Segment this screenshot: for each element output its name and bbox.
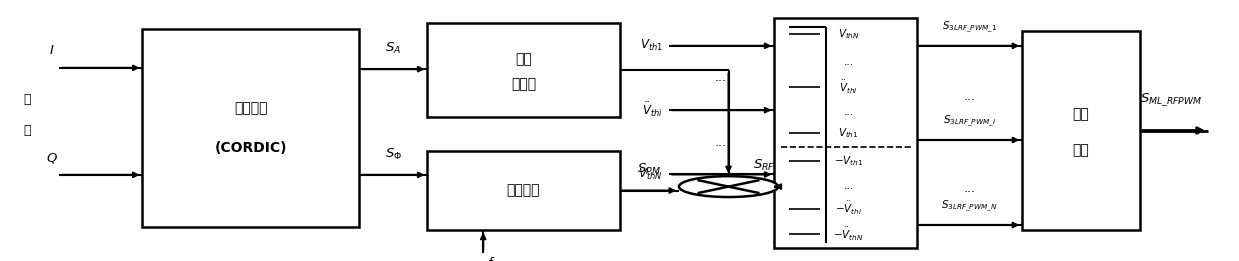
Text: ...: ... xyxy=(715,72,727,85)
Text: ...: ... xyxy=(844,108,854,117)
Text: $-\ddot{V}_{thi}$: $-\ddot{V}_{thi}$ xyxy=(835,200,862,217)
Text: $S_{3LRF\_PWM\_1}$: $S_{3LRF\_PWM\_1}$ xyxy=(942,19,997,35)
Text: 幅度: 幅度 xyxy=(515,52,532,66)
Bar xyxy=(427,23,620,117)
Text: 信号: 信号 xyxy=(1073,108,1089,122)
Text: $V_{thN}$: $V_{thN}$ xyxy=(838,27,860,41)
Text: 叠加: 叠加 xyxy=(1073,143,1089,157)
Text: $I$: $I$ xyxy=(50,44,55,57)
Text: ...: ... xyxy=(844,181,854,191)
Text: $\ddot{V}_{thi}$: $\ddot{V}_{thi}$ xyxy=(642,101,663,120)
Text: $S_{ML\_RFPWM}$: $S_{ML\_RFPWM}$ xyxy=(1140,91,1202,108)
Text: $Q$: $Q$ xyxy=(46,151,58,165)
Text: $S_A$: $S_A$ xyxy=(385,41,401,56)
Text: $f_c$: $f_c$ xyxy=(487,256,499,261)
Text: $S_{3LRF\_PWM\_i}$: $S_{3LRF\_PWM\_i}$ xyxy=(943,114,996,129)
Bar xyxy=(427,151,620,230)
Bar xyxy=(142,29,359,227)
Bar xyxy=(1022,31,1140,230)
Text: $S_\Phi$: $S_\Phi$ xyxy=(385,146,401,162)
Bar xyxy=(774,18,917,248)
Text: (CORDIC): (CORDIC) xyxy=(214,141,287,155)
Text: $\ddot{V}_{thi}$: $\ddot{V}_{thi}$ xyxy=(839,79,857,96)
Text: ...: ... xyxy=(715,136,727,149)
Text: 基: 基 xyxy=(24,93,31,106)
Text: $V_{th1}$: $V_{th1}$ xyxy=(839,126,859,140)
Text: ...: ... xyxy=(964,182,975,195)
Text: $S_{PM}$: $S_{PM}$ xyxy=(637,162,662,177)
Text: ...: ... xyxy=(844,57,854,67)
Text: 预校正: 预校正 xyxy=(510,78,536,92)
Text: ...: ... xyxy=(964,90,975,103)
Text: 幅相分离: 幅相分离 xyxy=(234,101,268,115)
Text: 带: 带 xyxy=(24,124,31,137)
Text: 相位调制: 相位调制 xyxy=(507,183,540,198)
Text: $V_{th1}$: $V_{th1}$ xyxy=(639,38,663,54)
Text: $S_{RF}$: $S_{RF}$ xyxy=(753,158,774,173)
Text: $V_{thN}$: $V_{thN}$ xyxy=(638,167,663,182)
Text: $-\ddot{V}_{thN}$: $-\ddot{V}_{thN}$ xyxy=(833,226,864,243)
Text: $S_{3LRF\_PWM\_N}$: $S_{3LRF\_PWM\_N}$ xyxy=(942,199,997,214)
Circle shape xyxy=(679,176,778,197)
Text: $-V_{th1}$: $-V_{th1}$ xyxy=(834,154,864,168)
